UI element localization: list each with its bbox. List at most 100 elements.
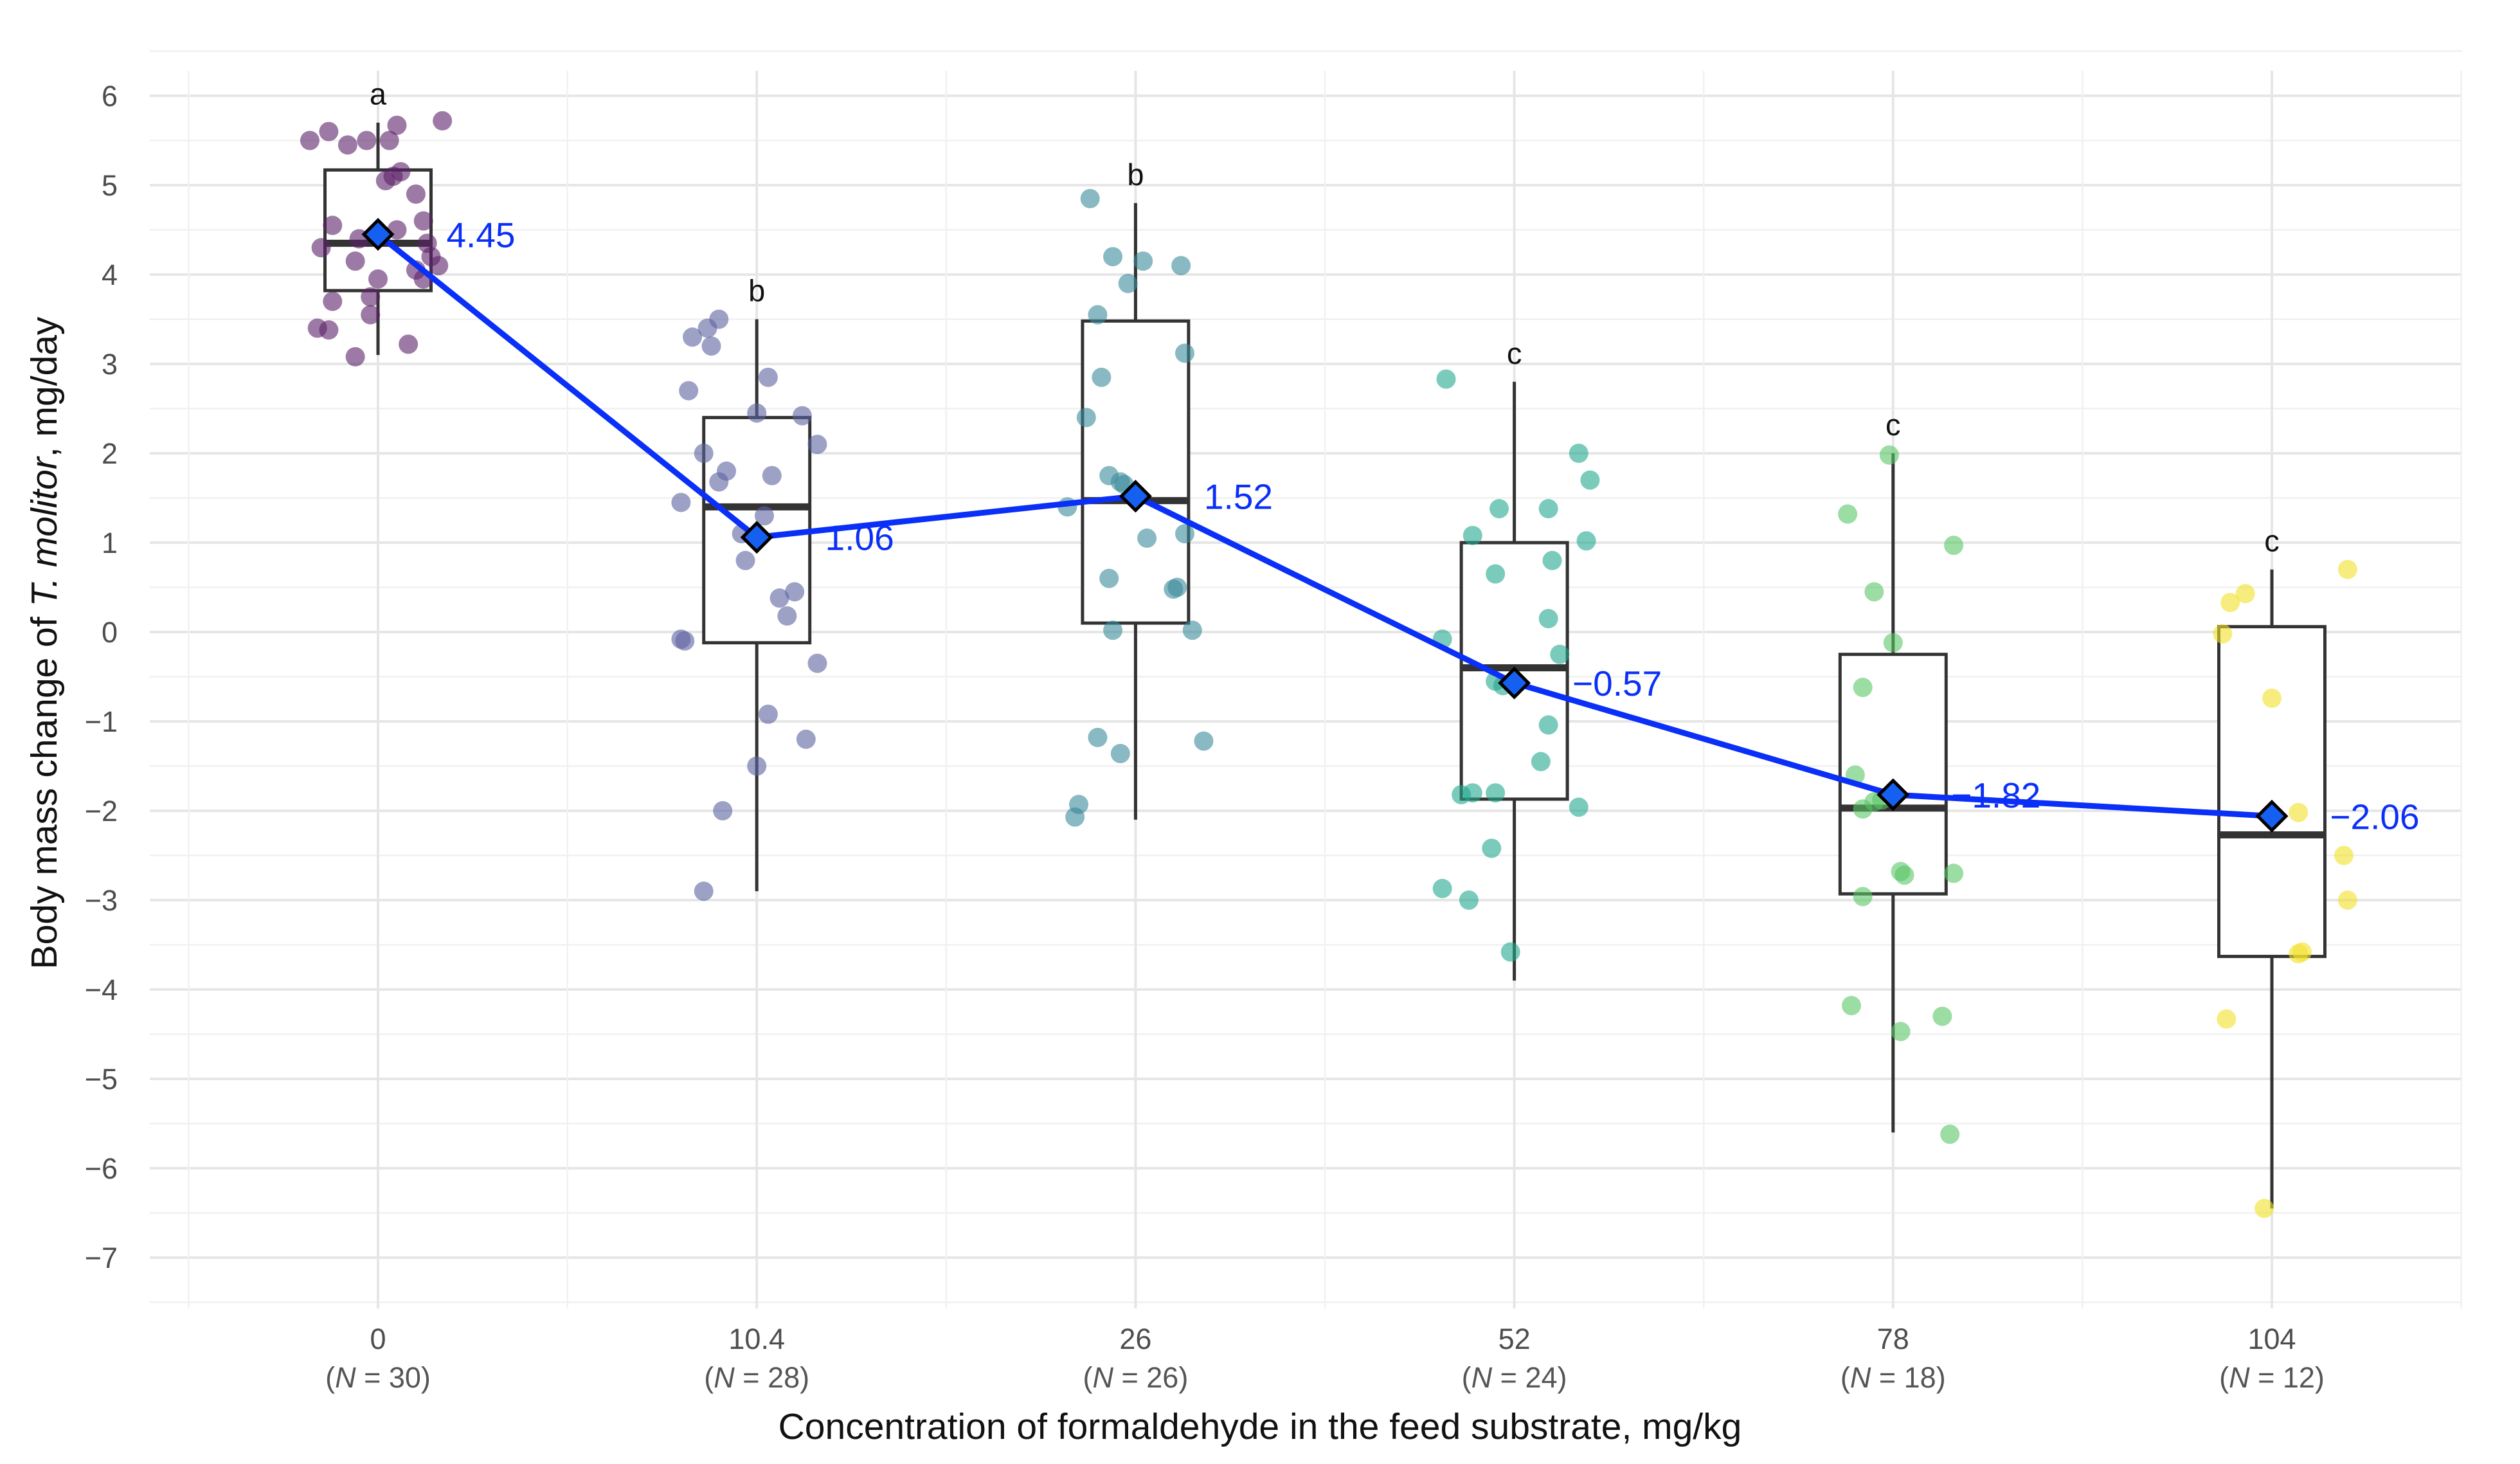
box-iqr bbox=[2217, 625, 2326, 959]
data-point bbox=[1436, 369, 1456, 389]
data-point bbox=[1174, 343, 1194, 363]
data-point bbox=[2262, 688, 2282, 708]
data-point bbox=[357, 131, 377, 150]
mean-value-label: −1.82 bbox=[1951, 775, 2040, 815]
data-point bbox=[747, 756, 767, 776]
x-tick-label: 52 bbox=[1498, 1323, 1531, 1355]
data-point bbox=[1576, 531, 1596, 551]
data-point bbox=[735, 550, 755, 570]
data-point bbox=[1110, 744, 1130, 764]
data-point bbox=[694, 881, 714, 901]
data-point bbox=[747, 403, 767, 423]
mean-marker bbox=[1498, 666, 1531, 700]
data-point bbox=[1932, 1006, 1952, 1026]
n-label-var: N bbox=[1472, 1361, 1493, 1394]
n-label-var: N bbox=[1850, 1361, 1871, 1394]
data-point bbox=[1088, 305, 1108, 325]
significance-letter: b bbox=[1127, 158, 1144, 192]
y-axis-title-species: T. molitor bbox=[24, 456, 65, 606]
data-point bbox=[2337, 559, 2357, 579]
data-point bbox=[1486, 564, 1506, 584]
x-sample-size-label: (N = 12) bbox=[2219, 1361, 2325, 1394]
data-point bbox=[2217, 1009, 2236, 1029]
n-label-open: ( bbox=[1083, 1361, 1092, 1394]
data-point bbox=[387, 115, 407, 135]
x-tick-label: 26 bbox=[1119, 1323, 1151, 1355]
data-point bbox=[1500, 942, 1520, 962]
data-point bbox=[770, 588, 789, 608]
data-point bbox=[300, 131, 320, 150]
data-point bbox=[1171, 256, 1191, 276]
mean-marker bbox=[740, 521, 773, 554]
x-tick-label: 78 bbox=[1877, 1323, 1909, 1355]
n-label-var: N bbox=[2229, 1361, 2250, 1394]
data-point bbox=[1538, 715, 1558, 735]
mean-marker bbox=[361, 217, 395, 251]
box-iqr bbox=[1081, 319, 1191, 625]
data-point bbox=[1099, 568, 1119, 588]
data-point bbox=[1569, 444, 1589, 463]
data-point bbox=[323, 291, 343, 311]
data-point bbox=[1853, 887, 1873, 907]
data-point bbox=[2289, 802, 2308, 822]
data-point bbox=[368, 269, 388, 289]
data-point bbox=[1462, 525, 1482, 545]
y-axis-title-unit: , mg/day bbox=[24, 316, 65, 457]
x-sample-size-label: (N = 28) bbox=[704, 1361, 809, 1394]
mean-value-label: 1.52 bbox=[1204, 477, 1273, 517]
data-point bbox=[1940, 1125, 1960, 1144]
mean-trend-line bbox=[376, 231, 2272, 819]
data-point bbox=[345, 251, 365, 271]
y-tick-label: −1 bbox=[85, 705, 118, 738]
data-point bbox=[701, 336, 721, 356]
data-point bbox=[1088, 728, 1108, 748]
data-point bbox=[807, 435, 827, 455]
data-point bbox=[1167, 577, 1187, 597]
data-point bbox=[361, 287, 381, 307]
data-point bbox=[1432, 878, 1452, 898]
n-label-count: = 18) bbox=[1871, 1361, 1945, 1394]
data-point bbox=[1538, 499, 1558, 519]
y-tick-label: 3 bbox=[102, 348, 118, 381]
x-axis-title: Concentration of formaldehyde in the fee… bbox=[779, 1406, 1742, 1447]
data-point bbox=[1103, 620, 1123, 640]
y-tick-label: −2 bbox=[85, 795, 118, 827]
data-point bbox=[391, 162, 411, 182]
n-label-var: N bbox=[714, 1361, 735, 1394]
data-point bbox=[2337, 890, 2357, 910]
data-point bbox=[2254, 1198, 2274, 1218]
data-point bbox=[762, 465, 782, 485]
data-point bbox=[1580, 470, 1600, 490]
mean-value-label: 4.45 bbox=[446, 215, 515, 255]
data-point bbox=[713, 801, 733, 820]
data-point bbox=[758, 367, 778, 387]
data-point bbox=[796, 729, 816, 749]
data-point bbox=[758, 704, 778, 724]
x-sample-size-label: (N = 18) bbox=[1841, 1361, 1946, 1394]
data-point bbox=[1569, 797, 1589, 817]
data-point bbox=[1133, 251, 1153, 271]
data-point bbox=[777, 606, 797, 626]
x-tick-label: 104 bbox=[2247, 1323, 2296, 1355]
n-label-open: ( bbox=[1462, 1361, 1472, 1394]
y-axis-title: Body mass change of T. molitor, mg/day bbox=[24, 316, 65, 969]
data-point bbox=[1462, 783, 1482, 803]
data-point bbox=[433, 111, 453, 131]
data-point bbox=[1080, 188, 1100, 208]
x-sample-size-label: (N = 24) bbox=[1462, 1361, 1567, 1394]
n-label-open: ( bbox=[325, 1361, 335, 1394]
y-tick-label: −4 bbox=[85, 973, 118, 1006]
n-label-var: N bbox=[335, 1361, 356, 1394]
data-point bbox=[679, 381, 699, 401]
data-point bbox=[792, 406, 812, 426]
data-point bbox=[709, 309, 729, 329]
n-label-open: ( bbox=[704, 1361, 714, 1394]
data-point bbox=[379, 131, 399, 150]
data-point bbox=[1944, 536, 1964, 556]
data-point bbox=[311, 238, 331, 258]
data-point bbox=[2334, 845, 2354, 865]
data-point bbox=[754, 506, 774, 526]
mean-value-label: 1.06 bbox=[825, 518, 894, 558]
data-point bbox=[1531, 752, 1551, 772]
y-tick-label: 6 bbox=[102, 80, 118, 113]
